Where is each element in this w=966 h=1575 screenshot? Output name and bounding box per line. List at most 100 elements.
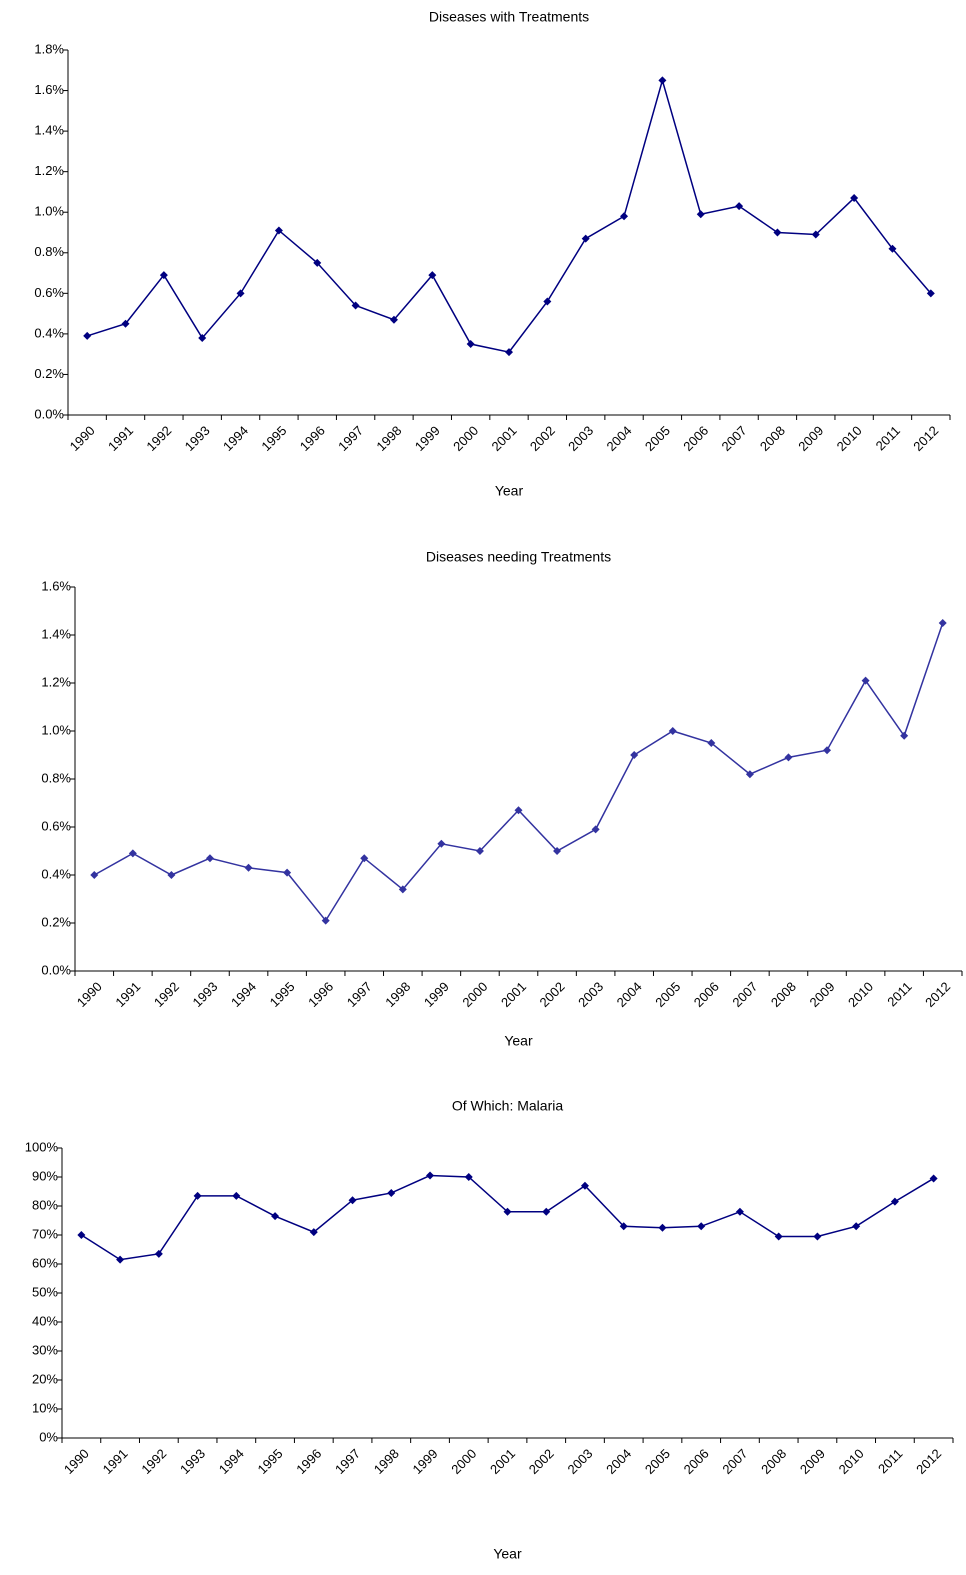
- x-tick-label: 1992: [151, 979, 182, 1010]
- x-tick-label: 2000: [448, 1446, 479, 1477]
- marker: [620, 212, 629, 221]
- marker: [619, 1222, 628, 1231]
- y-tick-label: 70%: [32, 1226, 58, 1241]
- x-tick-label: 1994: [220, 423, 251, 454]
- marker: [271, 1212, 280, 1221]
- marker: [232, 1191, 241, 1200]
- x-tick-label: 2001: [498, 979, 529, 1010]
- y-tick-label: 1.4%: [34, 123, 64, 138]
- marker: [861, 676, 870, 685]
- marker: [707, 739, 716, 747]
- marker: [321, 916, 330, 925]
- x-tick-label: 2008: [768, 979, 799, 1010]
- marker: [121, 319, 130, 328]
- marker: [274, 226, 283, 235]
- marker: [244, 863, 253, 872]
- y-tick-label: 1.6%: [41, 578, 71, 593]
- marker: [505, 348, 513, 357]
- x-tick-label: 1990: [74, 979, 105, 1010]
- marker: [696, 210, 705, 219]
- chart-title: Diseases with Treatments: [429, 9, 589, 25]
- x-tick-label: 1994: [228, 979, 259, 1010]
- x-tick-label: 1994: [216, 1446, 247, 1477]
- marker: [543, 297, 552, 306]
- y-tick-label: 0%: [39, 1429, 58, 1444]
- marker: [888, 244, 897, 253]
- marker: [542, 1207, 551, 1216]
- x-tick-label: 1998: [373, 423, 404, 454]
- x-tick-label: 1996: [297, 423, 328, 454]
- x-tick-label: 2012: [913, 1446, 944, 1477]
- x-tick-label: 1996: [305, 979, 336, 1010]
- marker: [116, 1255, 125, 1264]
- marker: [428, 271, 437, 280]
- marker: [591, 825, 600, 834]
- marker: [774, 1232, 783, 1241]
- y-tick-label: 100%: [25, 1139, 59, 1154]
- x-tick-label: 2005: [642, 1446, 673, 1477]
- x-tick-label: 1999: [421, 979, 452, 1010]
- y-tick-label: 30%: [32, 1342, 58, 1357]
- x-axis-label: Year: [504, 1033, 533, 1049]
- x-tick-label: 1997: [344, 979, 375, 1010]
- y-tick-label: 0.8%: [41, 770, 71, 785]
- x-tick-label: 2004: [604, 423, 635, 454]
- x-tick-label: 1995: [267, 979, 298, 1010]
- chart-title: Of Which: Malaria: [452, 1098, 563, 1114]
- x-tick-label: 2006: [691, 979, 722, 1010]
- x-tick-label: 2001: [487, 1446, 518, 1477]
- y-tick-label: 0.4%: [41, 866, 71, 881]
- marker: [193, 1191, 202, 1200]
- marker: [387, 1188, 396, 1197]
- y-tick-label: 1.2%: [34, 163, 64, 178]
- marker: [198, 333, 207, 342]
- marker: [735, 202, 744, 211]
- marker: [77, 1231, 86, 1239]
- y-tick-label: 80%: [32, 1197, 58, 1212]
- x-tick-label: 1993: [182, 423, 213, 454]
- marker: [83, 331, 92, 340]
- x-tick-label: 2004: [614, 979, 645, 1010]
- x-tick-label: 2011: [875, 1446, 905, 1476]
- x-tick-label: 2002: [526, 1446, 557, 1477]
- y-tick-label: 20%: [32, 1371, 58, 1386]
- chart-title: Diseases needing Treatments: [426, 549, 611, 565]
- line: [93, 622, 944, 922]
- x-tick-label: 2002: [537, 979, 568, 1010]
- x-tick-label: 2006: [680, 423, 711, 454]
- marker: [398, 885, 407, 894]
- marker: [475, 847, 484, 855]
- x-tick-label: 1997: [332, 1446, 363, 1477]
- y-tick-label: 0.2%: [41, 914, 71, 929]
- x-tick-label: 2005: [652, 979, 683, 1010]
- y-tick-label: 0.2%: [34, 366, 64, 381]
- x-tick-label: 2007: [719, 423, 750, 454]
- marker: [553, 847, 562, 855]
- x-tick-label: 2010: [834, 423, 865, 454]
- marker: [360, 854, 369, 863]
- marker: [90, 871, 99, 879]
- y-tick-label: 0.4%: [34, 325, 64, 340]
- x-tick-label: 2009: [807, 979, 838, 1010]
- y-tick-label: 60%: [32, 1255, 58, 1270]
- x-tick-label: 2000: [459, 979, 490, 1010]
- marker: [668, 727, 677, 735]
- marker: [351, 301, 360, 310]
- line: [86, 77, 932, 353]
- x-tick-label: 1993: [177, 1446, 208, 1477]
- x-tick-label: 2005: [642, 423, 673, 454]
- y-tick-label: 10%: [32, 1400, 58, 1415]
- x-tick-label: 2003: [575, 979, 606, 1010]
- x-tick-label: 1991: [112, 979, 143, 1010]
- marker: [580, 1181, 589, 1190]
- marker: [313, 258, 322, 267]
- marker: [348, 1196, 357, 1205]
- x-tick-label: 2009: [795, 423, 826, 454]
- marker: [823, 746, 832, 755]
- y-tick-label: 40%: [32, 1313, 58, 1328]
- y-tick-label: 0.0%: [41, 962, 71, 977]
- marker: [735, 1207, 744, 1216]
- y-tick-label: 1.8%: [34, 41, 64, 56]
- x-tick-label: 2012: [910, 423, 941, 454]
- line: [80, 1174, 935, 1261]
